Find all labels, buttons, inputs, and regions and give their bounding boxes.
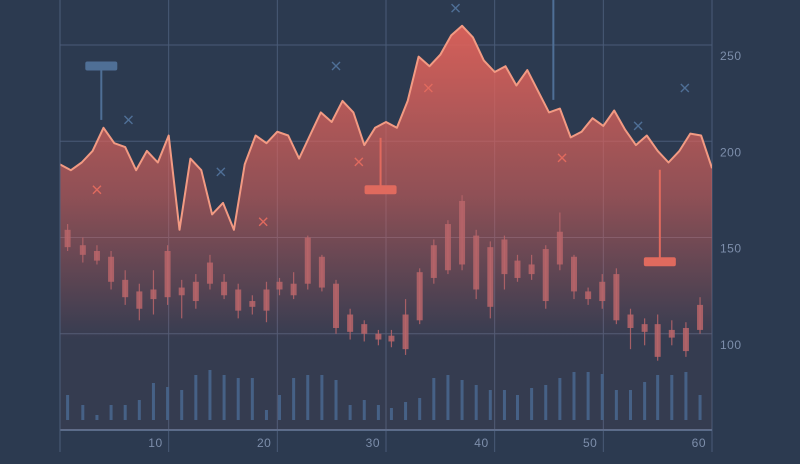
price-line	[60, 24, 712, 231]
marker-cross	[680, 83, 690, 93]
x-tick-label: 60	[692, 436, 706, 450]
plot-area	[60, 0, 712, 430]
x-tick-label: 50	[583, 436, 597, 450]
candle-body	[682, 327, 689, 352]
candle-body	[122, 279, 129, 298]
marker-cross	[123, 115, 133, 125]
marker-cross	[451, 3, 461, 13]
y-tick-label: 200	[720, 145, 742, 159]
candle-body	[249, 301, 256, 307]
candle-body	[528, 264, 535, 275]
candle-body	[585, 291, 592, 300]
candle-body	[416, 272, 423, 321]
marker-cross	[92, 185, 102, 195]
candle-body	[290, 283, 297, 296]
candle-body	[150, 289, 157, 300]
signal-box	[643, 257, 676, 267]
candle-body	[276, 281, 283, 290]
marker-cross	[258, 217, 268, 227]
candle-body	[459, 200, 466, 265]
candle-body	[347, 314, 354, 332]
candle-body	[136, 291, 143, 309]
candle-body	[375, 333, 382, 340]
candle-body	[641, 324, 648, 332]
y-tick-label: 250	[720, 49, 742, 63]
y-tick-label: 150	[720, 242, 742, 256]
candle-body	[333, 283, 340, 328]
x-tick-label: 20	[257, 436, 271, 450]
signal-box	[85, 61, 118, 71]
x-tick-label: 30	[366, 436, 380, 450]
candle-body	[473, 235, 480, 290]
candle-body	[542, 249, 549, 302]
tick-labels: 100 150 200 250 10 20 30 40 50 60	[148, 49, 741, 450]
candle-body	[206, 262, 213, 284]
x-tick-label: 10	[148, 436, 162, 450]
candle-body	[164, 250, 171, 298]
candle-body	[654, 324, 661, 357]
candle-body	[444, 224, 451, 271]
candle-body	[697, 304, 704, 330]
candle-body	[487, 247, 494, 307]
candle-body	[93, 250, 100, 261]
candle-body	[514, 260, 521, 278]
candle-body	[108, 256, 115, 282]
candle-body	[263, 289, 270, 311]
marker-cross	[354, 157, 364, 167]
candle-body	[501, 239, 508, 275]
candle-body	[668, 329, 675, 338]
candle-body	[79, 245, 86, 255]
candle-body	[221, 281, 228, 296]
marker-cross	[331, 61, 341, 71]
candle-body	[64, 229, 71, 248]
marker-cross	[216, 167, 226, 177]
marker-cross	[557, 153, 567, 163]
candle-body	[304, 237, 311, 284]
candle-body	[599, 281, 606, 302]
candle-body	[570, 256, 577, 292]
area	[60, 25, 712, 430]
candle-body	[402, 314, 409, 350]
y-tick-label: 100	[720, 338, 742, 352]
x-tick-label: 40	[474, 436, 488, 450]
candle-body	[192, 281, 199, 302]
candle-body	[361, 324, 368, 334]
candle-body	[430, 245, 437, 278]
candle-body	[318, 256, 325, 288]
marker-cross	[423, 83, 433, 93]
candle-body	[613, 274, 620, 321]
candle-body	[178, 287, 185, 296]
signal-box	[364, 185, 397, 195]
candle-body	[235, 289, 242, 311]
candle-body	[556, 231, 563, 265]
candle-body	[388, 335, 395, 342]
candle-body	[627, 314, 634, 328]
marker-cross	[633, 121, 643, 131]
